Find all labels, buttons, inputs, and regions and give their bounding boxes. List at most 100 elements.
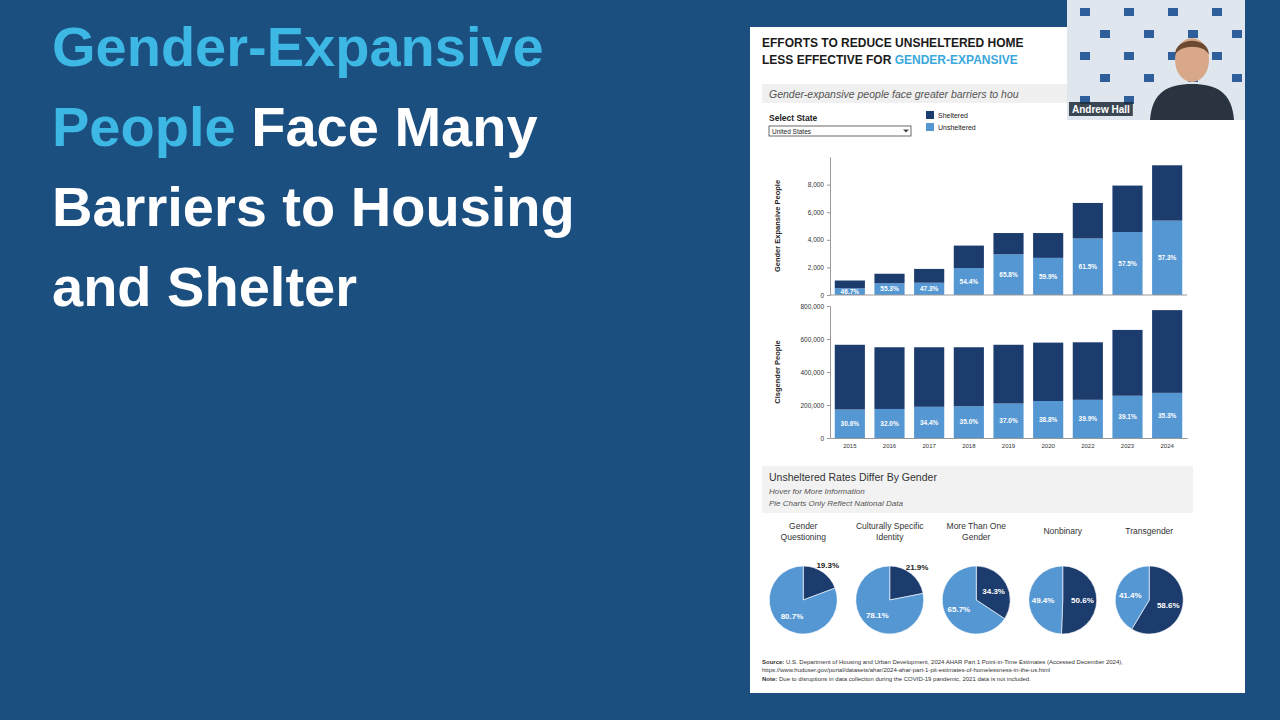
bar-segment bbox=[1073, 400, 1103, 438]
dashboard-subtitle: Gender-expansive people face greater bar… bbox=[769, 88, 1019, 100]
pie-slices bbox=[942, 566, 1010, 634]
bar-segment bbox=[1112, 232, 1142, 295]
y-tick: 6,000 bbox=[808, 209, 830, 216]
wall-logo bbox=[1100, 30, 1110, 38]
filter-value[interactable]: United States bbox=[772, 128, 812, 135]
axis-line bbox=[830, 307, 831, 439]
filter-label: Select State bbox=[769, 113, 817, 123]
bar-annotation: 39.1% bbox=[1118, 413, 1137, 420]
footnote-text: https://www.huduser.gov/portal/datasets/… bbox=[762, 667, 1050, 673]
dashboard-background bbox=[750, 27, 1245, 693]
bars bbox=[835, 310, 1182, 438]
bar-segment bbox=[835, 345, 865, 410]
pie-title-line: Nonbinary bbox=[1043, 526, 1082, 536]
wall-logo bbox=[1144, 74, 1154, 82]
bar-segment bbox=[1033, 258, 1063, 295]
bar-annotation: 35.3% bbox=[1158, 412, 1177, 419]
bar-segment bbox=[993, 345, 1023, 404]
pie-title: Nonbinary bbox=[1043, 526, 1082, 536]
x-tick-label: 2019 bbox=[1002, 443, 1016, 449]
bar-segment bbox=[874, 274, 904, 284]
pie-title: More Than OneGender bbox=[947, 521, 1007, 542]
x-tick-label: 2020 bbox=[1041, 443, 1055, 449]
slide-title-part: Face Many bbox=[236, 95, 538, 158]
bar-annotation: 57.3% bbox=[1158, 254, 1177, 261]
presenter-head bbox=[1175, 38, 1209, 82]
pie-slice bbox=[769, 566, 837, 634]
dashboard-title-part: GENDER-EXPANSIVE bbox=[895, 53, 1018, 67]
bar-annotation: 35.0% bbox=[960, 418, 979, 425]
y-tick-mark bbox=[827, 306, 830, 307]
dashboard: EFFORTS TO REDUCE UNSHELTERED HOMELESS E… bbox=[750, 27, 1245, 693]
slide-title-part: and Shelter bbox=[52, 255, 357, 318]
bar-segment bbox=[1152, 310, 1182, 393]
filter-box[interactable] bbox=[769, 126, 911, 136]
bar-chart: 46.7%55.3%47.3%54.4%65.8%59.9%61.5%57.5%… bbox=[773, 158, 1187, 299]
bar-annotation: 57.5% bbox=[1118, 260, 1137, 267]
pie-title-line: Questioning bbox=[781, 532, 827, 542]
pie-label: 80.7% bbox=[781, 612, 804, 621]
y-axis: 02,0004,0006,0008,000 bbox=[808, 158, 831, 299]
pie-label: 65.7% bbox=[948, 605, 971, 614]
slide-title: Gender-ExpansivePeople Face ManyBarriers… bbox=[52, 15, 575, 318]
pie-chart: More Than OneGender34.3%65.7% bbox=[942, 521, 1010, 635]
y-tick-label: 2,000 bbox=[808, 264, 825, 271]
pie-chart: GenderQuestioning19.3%80.7% bbox=[769, 521, 839, 635]
wall-logo bbox=[1188, 30, 1198, 38]
filter-dropdown[interactable]: United States bbox=[769, 126, 911, 136]
x-tick-label: 2015 bbox=[843, 443, 857, 449]
x-tick-label: 2017 bbox=[922, 443, 936, 449]
pie-title-line: Culturally Specific bbox=[856, 521, 924, 531]
pie-slice bbox=[1061, 566, 1096, 634]
bar-segment bbox=[914, 283, 944, 295]
presenter-body bbox=[1150, 84, 1234, 120]
y-tick-mark bbox=[827, 240, 830, 241]
pie-slices bbox=[856, 566, 924, 634]
y-tick-label: 200,000 bbox=[801, 402, 825, 409]
axis-line bbox=[830, 158, 831, 296]
footnote: Source: U.S. Department of Housing and U… bbox=[762, 659, 1123, 673]
wall-logo bbox=[1232, 30, 1242, 38]
slide-title-line: Gender-Expansive bbox=[52, 15, 544, 78]
bar-segment bbox=[954, 268, 984, 295]
y-tick-label: 400,000 bbox=[801, 369, 825, 376]
x-tick: 2023 bbox=[1121, 443, 1135, 449]
dashboard-title-line: LESS EFFECTIVE FOR GENDER-EXPANSIVE bbox=[762, 53, 1018, 67]
pie-label: 50.6% bbox=[1071, 596, 1094, 605]
x-axis: 201520162017201820192020202220232024 bbox=[831, 439, 1188, 450]
x-tick-label: 2023 bbox=[1121, 443, 1135, 449]
bar-chart: 30.6%32.0%34.4%35.0%37.0%38.8%39.9%39.1%… bbox=[773, 303, 1188, 450]
y-tick-mark bbox=[827, 212, 830, 213]
x-tick-label: 2018 bbox=[962, 443, 976, 449]
pie-title-line: Identity bbox=[876, 532, 904, 542]
filter-arrow[interactable] bbox=[903, 130, 909, 133]
y-axis: 0200,000400,000600,000800,000 bbox=[801, 303, 831, 442]
bar-annotation: 34.4% bbox=[920, 419, 939, 426]
pie-title-line: Gender bbox=[789, 521, 818, 531]
y-tick-label: 6,000 bbox=[808, 209, 825, 216]
y-tick-mark bbox=[827, 295, 830, 296]
presenter-video: Andrew Hall bbox=[1067, 0, 1245, 120]
pie-label: 41.4% bbox=[1119, 591, 1142, 600]
footnote-label: Note: bbox=[762, 676, 779, 682]
bar-segment bbox=[1152, 393, 1182, 438]
bar-segment bbox=[1112, 396, 1142, 438]
footnote-text: U.S. Department of Housing and Urban Dev… bbox=[786, 659, 1123, 665]
pie-label: 58.6% bbox=[1157, 601, 1180, 610]
bar-annotation: 47.3% bbox=[920, 285, 939, 292]
pie-label: 49.4% bbox=[1032, 596, 1055, 605]
legend-label: Sheltered bbox=[938, 112, 968, 119]
y-tick-label: 0 bbox=[820, 435, 824, 442]
bar-segment bbox=[874, 283, 904, 295]
x-tick: 2015 bbox=[843, 443, 857, 449]
x-tick: 2019 bbox=[1002, 443, 1016, 449]
bar-segment bbox=[835, 288, 865, 295]
axis-line bbox=[831, 438, 1188, 439]
wall-logo bbox=[1232, 74, 1242, 82]
bars bbox=[835, 165, 1182, 295]
pie-slices bbox=[1029, 566, 1097, 634]
pie-title: Culturally SpecificIdentity bbox=[856, 521, 924, 542]
wall-logo bbox=[1100, 74, 1110, 82]
slide-title-part: People bbox=[52, 95, 236, 158]
y-tick: 800,000 bbox=[801, 303, 831, 310]
